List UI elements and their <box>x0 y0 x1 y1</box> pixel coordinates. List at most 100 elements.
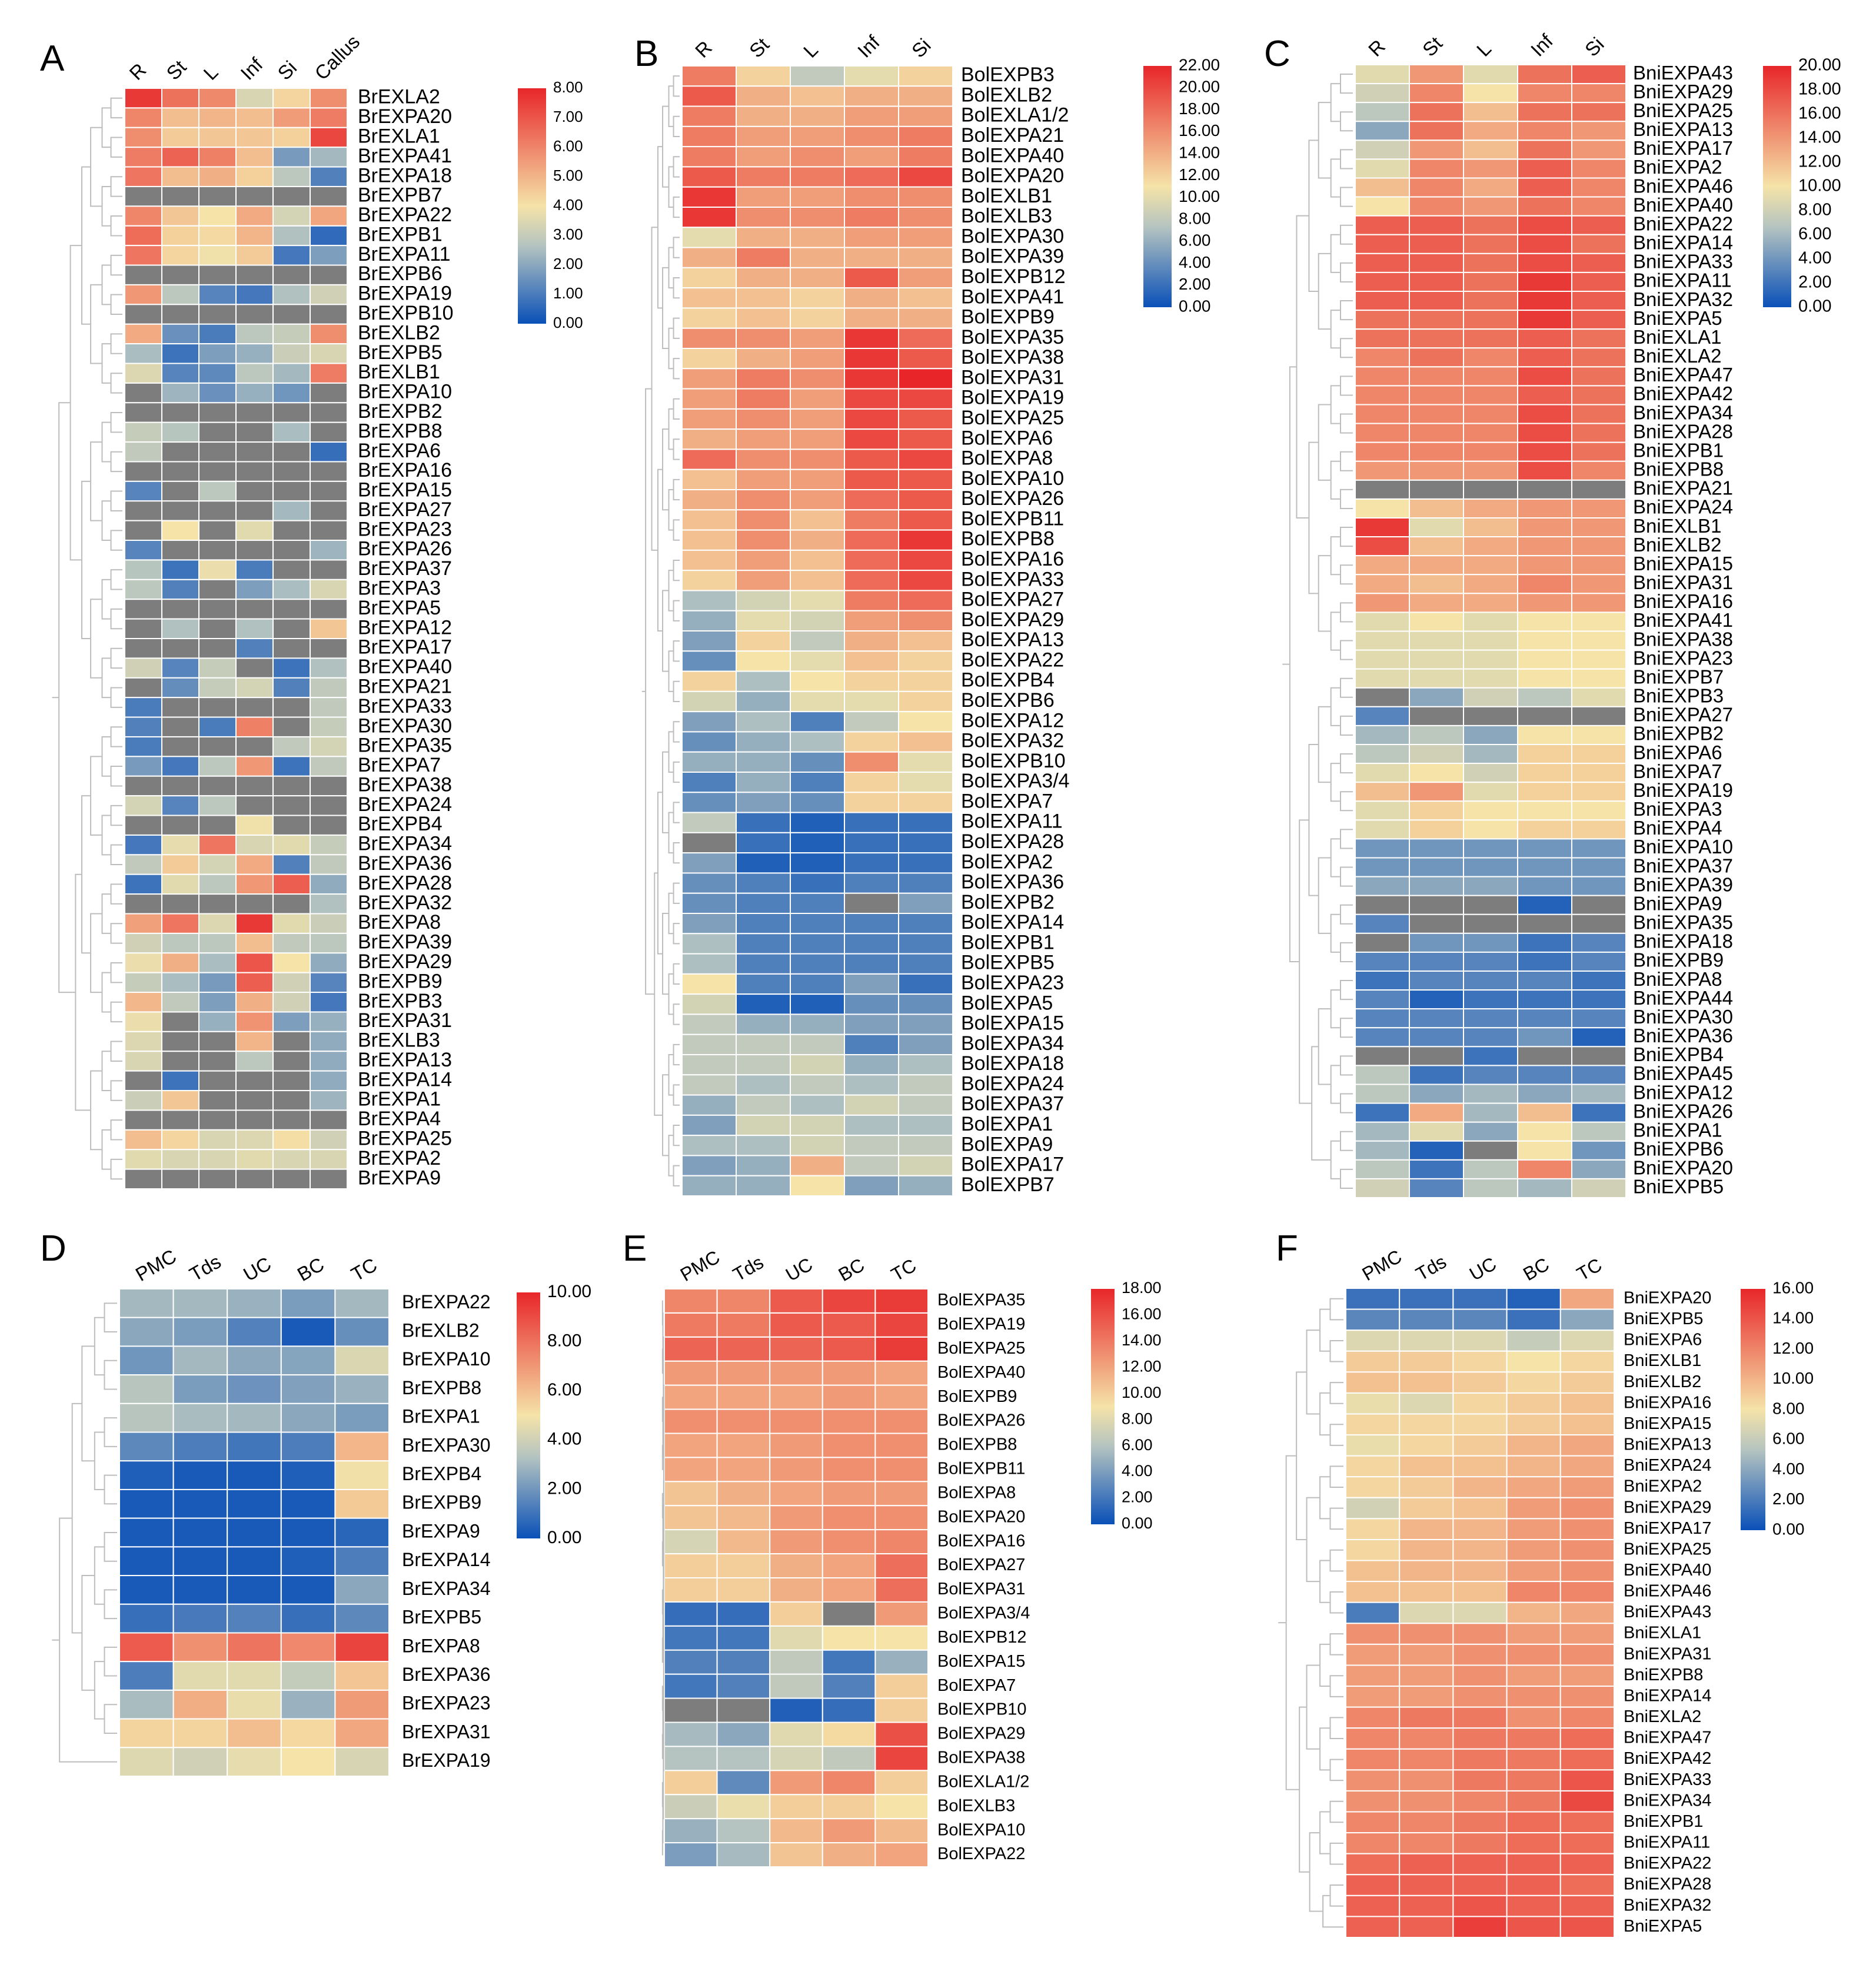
panel-c-cell-BniEXPA38-Inf <box>1517 630 1572 651</box>
panel-c-cell-BniEXPA43-Inf <box>1517 64 1572 85</box>
panel-d-row-label: BrEXPA8 <box>402 1635 480 1656</box>
panel-b-legend-tick: 20.00 <box>1179 78 1220 96</box>
panel-f-cell-BniEXPA16-BC <box>1506 1392 1561 1415</box>
panel-c-row-label: BniEXPA32 <box>1633 288 1733 310</box>
panel-a-cell-BrEXPA27-L <box>198 500 237 521</box>
panel-a-cell-BrEXPA20-L <box>198 107 237 128</box>
panel-f-cell-BniEXPB5-TC <box>1559 1308 1615 1331</box>
panel-c-cell-BniEXPA23-L <box>1463 649 1518 670</box>
panel-a-cell-BrEXPA20-Si <box>272 107 311 128</box>
panel-a-cell-BrEXPA39-R <box>124 932 162 954</box>
panel-b-cell-BolEXPA6-St <box>736 428 791 450</box>
panel-d-cell-BrEXPA9-BC <box>280 1517 336 1548</box>
panel-b-cell-BolEXPB6-L <box>790 690 845 713</box>
panel-c-cell-BniEXPA11-Si <box>1571 271 1626 292</box>
panel-b-cell-BolEXPA29-Si <box>898 610 953 631</box>
panel-b-cell-BolEXPA3/4-Inf <box>844 772 899 793</box>
panel-c-dendrogram-link <box>1318 857 1331 934</box>
panel-e-cell-BolEXPB12-BC <box>821 1625 876 1651</box>
panel-a-dendrogram-link <box>101 815 111 856</box>
panel-d-cell-BrEXPA9-PMC <box>119 1517 174 1548</box>
panel-b-cell-BolEXPB12-St <box>736 267 791 289</box>
panel-a-cell-BrEXPB2-Callus <box>310 402 348 423</box>
panel-f-cell-BniEXPA22-Tds <box>1399 1853 1454 1876</box>
panel-b-cell-BolEXPB4-R <box>681 670 737 692</box>
panel-f-cell-BniEXPA14-BC <box>1506 1686 1561 1708</box>
panel-b-dendrogram-link <box>657 792 663 955</box>
panel-c-cell-BniEXLA2-Si <box>1571 347 1626 368</box>
panel-a-cell-BrEXPA30-St <box>161 716 199 737</box>
panel-c-dendrogram-link <box>1330 536 1341 576</box>
panel-f-row-label: BniEXPA40 <box>1624 1561 1711 1580</box>
panel-f-cell-BniEXPA34-UC <box>1452 1790 1508 1813</box>
panel-e-cell-BolEXPA25-UC <box>769 1336 823 1362</box>
panel-a-cell-BrEXPB5-L <box>198 343 237 364</box>
panel-d-column-label: UC <box>240 1252 275 1285</box>
panel-c-cell-BniEXPA26-Inf <box>1517 1102 1572 1123</box>
panel-c-column-label: R <box>1364 35 1389 61</box>
panel-f-cell-BniEXPA28-TC <box>1559 1874 1615 1896</box>
panel-f-cell-BniEXPA29-BC <box>1506 1497 1561 1520</box>
panel-c-row-label: BniEXPA47 <box>1633 364 1733 385</box>
panel-f-cell-BniEXPA31-UC <box>1452 1643 1508 1666</box>
panel-d-row-label: BrEXPA22 <box>402 1291 491 1312</box>
panel-b-cell-BolEXPA20-R <box>681 166 737 188</box>
panel-a-cell-BrEXPA39-Inf <box>235 932 274 954</box>
panel-a-cell-BrEXPA37-St <box>161 559 199 580</box>
panel-c-dendrogram-link <box>1330 460 1341 500</box>
panel-e-cell-BolEXPA29-TC <box>874 1721 929 1747</box>
panel-c-dendrogram-link <box>1308 441 1319 594</box>
panel-b-cell-BolEXPA26-R <box>681 489 737 511</box>
panel-a-row-label: BrEXPA9 <box>358 1166 441 1189</box>
panel-c-dendrogram-link <box>1340 527 1353 547</box>
panel-a-row-label: BrEXPB9 <box>358 970 443 992</box>
panel-a-cell-BrEXPB9-Inf <box>235 972 274 993</box>
panel-f-cell-BniEXLA2-UC <box>1452 1706 1508 1729</box>
panel-a-row-label: BrEXPB4 <box>358 813 443 835</box>
panel-a-cell-BrEXPA2-R <box>124 1149 162 1170</box>
panel-f-column-label: UC <box>1466 1253 1500 1285</box>
panel-b-cell-BolEXPA39-St <box>736 247 791 268</box>
panel-d-cell-BrEXPA30-Tds <box>172 1431 228 1462</box>
panel-b-cell-BolEXPA2-R <box>681 852 737 874</box>
panel-f-dendrogram-link <box>1285 1455 1300 1790</box>
panel-d-dendrogram-link <box>94 1546 105 1605</box>
panel-d-dendrogram-link <box>104 1417 117 1447</box>
panel-c-row-label: BniEXPA10 <box>1633 836 1733 857</box>
panel-d-dendrogram-link <box>81 1345 95 1462</box>
panel-b-cell-BolEXPA41-Si <box>898 287 953 309</box>
panel-b-row-label: BolEXLB1 <box>961 185 1052 207</box>
panel-c-cell-BniEXPA15-St <box>1409 555 1464 576</box>
panel-a-row-label: BrEXPA23 <box>358 518 452 540</box>
panel-b-row-label: BolEXPA33 <box>961 568 1064 590</box>
panel-b-cell-BolEXPA11-L <box>790 812 845 833</box>
panel-a-cell-BrEXPA40-Callus <box>310 657 348 679</box>
panel-f-cell-BniEXPA2-UC <box>1452 1476 1508 1498</box>
panel-c-cell-BniEXPA29-Inf <box>1517 83 1572 104</box>
panel-b-cell-BolEXPA35-R <box>681 327 737 350</box>
panel-b-dendrogram-link <box>668 408 674 450</box>
panel-f-cell-BniEXPA6-PMC <box>1345 1330 1401 1352</box>
panel-a-row-label: BrEXPA26 <box>358 538 452 560</box>
panel-a-cell-BrEXPA15-St <box>161 480 199 502</box>
panel-a-cell-BrEXPA35-Callus <box>310 736 348 757</box>
panel-c-cell-BniEXPA4-St <box>1409 819 1464 840</box>
panel-b-cell-BolEXLB3-L <box>790 207 845 228</box>
panel-c-cell-BniEXPA31-Inf <box>1517 574 1572 594</box>
panel-b-cell-BolEXPA22-St <box>736 650 791 672</box>
panel-e-cell-BolEXPA16-BC <box>821 1529 876 1555</box>
panel-a-cell-BrEXPB6-Callus <box>310 264 348 285</box>
panel-c-cell-BniEXLB2-Si <box>1571 536 1626 557</box>
panel-a-cell-BrEXLB1-Si <box>272 363 311 384</box>
panel-c-row-label: BniEXPA19 <box>1633 779 1733 801</box>
panel-b-cell-BolEXPA8-St <box>736 448 791 470</box>
panel-b-cell-BolEXPA31-St <box>736 368 791 390</box>
panel-a-cell-BrEXPA36-St <box>161 854 199 875</box>
panel-c-cell-BniEXPB2-Si <box>1571 724 1626 745</box>
panel-d-cell-BrEXPA1-BC <box>280 1402 336 1433</box>
panel-a-row-label: BrEXPA15 <box>358 479 452 501</box>
panel-a-row-label: BrEXPA13 <box>358 1049 452 1071</box>
panel-d-cell-BrEXPA14-PMC <box>119 1546 174 1577</box>
panel-b-cell-BolEXPA24-Si <box>898 1074 953 1096</box>
panel-a-legend-bar <box>518 88 546 324</box>
